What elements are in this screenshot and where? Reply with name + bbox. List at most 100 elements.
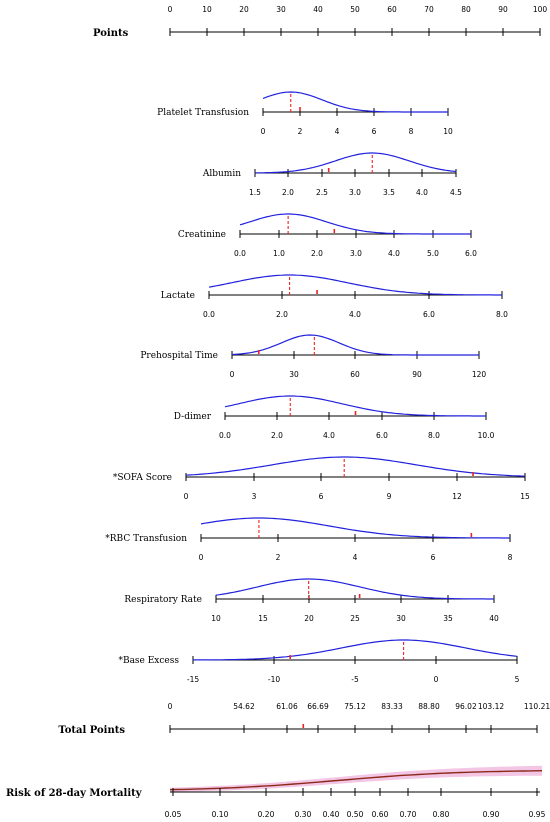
variable-tick-label: 2.0 [271, 431, 283, 440]
variable-tick-label: 4.0 [323, 431, 335, 440]
variable-tick-label: 0 [230, 370, 235, 379]
total-points-tick-label: 0 [168, 702, 173, 711]
variable-tick-label: 10 [211, 614, 221, 623]
total-points-tick-label: 61.06 [276, 702, 298, 711]
variable-tick-label: 4 [353, 553, 358, 562]
risk-curve [169, 770, 543, 791]
points-tick-label: 100 [533, 5, 548, 14]
variable-tick-label: 15 [520, 492, 530, 501]
total-points-tick-label: 110.21 [524, 702, 550, 711]
variable-tick-label: 6 [372, 127, 377, 136]
variable-tick-label: 20 [304, 614, 314, 623]
variable-tick-label: 60 [350, 370, 360, 379]
variable-tick-label: 90 [412, 370, 422, 379]
density-curve [262, 91, 448, 113]
density-curve [239, 213, 471, 235]
points-tick-label: 80 [461, 5, 471, 14]
variable-tick-label: 0 [261, 127, 266, 136]
variable-tick-label: 0 [184, 492, 189, 501]
variable-tick-label: 8 [409, 127, 414, 136]
variable-tick-label: -15 [187, 675, 199, 684]
variable-tick-label: 6.0 [423, 310, 435, 319]
variable-tick-label: 6 [431, 553, 436, 562]
variable-tick-label: 3.5 [383, 188, 395, 197]
density-curve [185, 456, 526, 477]
points-axis-title: Points [93, 28, 129, 39]
risk-tick-label: 0.10 [212, 810, 229, 819]
risk-tick-label: 0.80 [433, 810, 450, 819]
density-curve [200, 517, 510, 539]
density-curve [215, 578, 494, 600]
density-curve [254, 152, 457, 174]
density-curve [231, 334, 479, 356]
variable-tick-label: 5 [515, 675, 520, 684]
risk-tick-label: 0.40 [323, 810, 340, 819]
variable-tick-label: 1.5 [249, 188, 261, 197]
variable-tick-label: 2.0 [276, 310, 288, 319]
points-tick-label: 10 [202, 5, 212, 14]
variable-tick-label: 3 [252, 492, 257, 501]
points-tick-label: 20 [239, 5, 249, 14]
variable-tick-label: 6 [319, 492, 324, 501]
total-points-tick-label: 66.69 [307, 702, 329, 711]
variable-label: Respiratory Rate [124, 595, 202, 605]
variable-label: D-dimer [174, 412, 212, 422]
points-tick-label: 70 [424, 5, 434, 14]
variable-tick-label: 12 [452, 492, 462, 501]
variable-tick-label: 6.0 [376, 431, 388, 440]
risk-tick-label: 0.60 [372, 810, 389, 819]
variable-tick-label: 4.0 [416, 188, 428, 197]
risk-tick-label: 0.30 [295, 810, 312, 819]
variable-tick-label: 1.0 [273, 249, 285, 258]
total-points-tick-label: 75.12 [344, 702, 366, 711]
variable-tick-label: 0.0 [203, 310, 215, 319]
points-tick-label: 60 [387, 5, 397, 14]
variable-tick-label: 120 [472, 370, 487, 379]
variable-label: *RBC Transfusion [105, 534, 187, 544]
variable-tick-label: 9 [387, 492, 392, 501]
variable-tick-label: 0 [199, 553, 204, 562]
variable-label: Albumin [202, 169, 241, 179]
variable-tick-label: 5.0 [427, 249, 439, 258]
risk-axis-title: Risk of 28-day Mortality [6, 788, 143, 799]
variable-tick-label: 2.5 [316, 188, 328, 197]
risk-tick-label: 0.20 [258, 810, 275, 819]
variable-tick-label: 2 [276, 553, 281, 562]
total-points-tick-label: 103.12 [478, 702, 504, 711]
points-tick-label: 0 [168, 5, 173, 14]
risk-tick-label: 0.90 [483, 810, 500, 819]
total-points-tick-label: 88.80 [418, 702, 440, 711]
total-points-tick-label: 54.62 [233, 702, 255, 711]
variable-tick-label: 0.0 [219, 431, 231, 440]
variable-tick-label: -10 [268, 675, 280, 684]
variable-tick-label: 35 [443, 614, 453, 623]
risk-tick-label: 0.95 [529, 810, 546, 819]
variable-tick-label: 40 [489, 614, 499, 623]
points-tick-label: 30 [276, 5, 286, 14]
variable-label: *SOFA Score [113, 473, 172, 483]
total-points-tick-label: 83.33 [381, 702, 403, 711]
variable-tick-label: 8.0 [428, 431, 440, 440]
variable-tick-label: 2.0 [311, 249, 323, 258]
variable-tick-label: 8.0 [496, 310, 508, 319]
risk-tick-label: 0.50 [347, 810, 364, 819]
variable-tick-label: 0.0 [234, 249, 246, 258]
variable-tick-label: 8 [508, 553, 513, 562]
density-curve [224, 395, 486, 417]
variable-tick-label: 4.5 [450, 188, 462, 197]
points-tick-label: 50 [350, 5, 360, 14]
variable-label: *Base Excess [118, 656, 179, 666]
variable-tick-label: -5 [351, 675, 359, 684]
variable-tick-label: 6.0 [465, 249, 477, 258]
variable-tick-label: 15 [258, 614, 268, 623]
variable-tick-label: 2 [298, 127, 303, 136]
variable-tick-label: 4.0 [349, 310, 361, 319]
variable-tick-label: 4 [335, 127, 340, 136]
risk-tick-label: 0.05 [165, 810, 182, 819]
variable-label: Creatinine [178, 230, 226, 240]
variable-label: Platelet Transfusion [157, 108, 249, 118]
variable-tick-label: 3.0 [350, 249, 362, 258]
variable-tick-label: 3.0 [349, 188, 361, 197]
variable-tick-label: 25 [350, 614, 360, 623]
